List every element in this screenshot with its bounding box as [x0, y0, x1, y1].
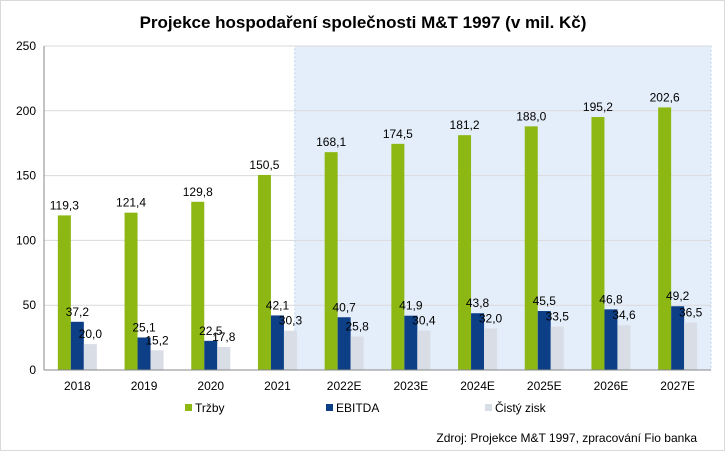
bar-1-7: [537, 311, 551, 370]
data-label: 17,8: [212, 330, 236, 344]
x-tick-label: 2027E: [660, 379, 695, 393]
bar-1-3: [270, 315, 284, 370]
data-label: 119,3: [50, 198, 79, 212]
bar-1-8: [604, 309, 618, 370]
bar-0-6: [458, 135, 472, 370]
y-tick-label: 0: [29, 363, 36, 377]
data-label: 45,5: [533, 294, 557, 308]
bar-0-8: [591, 117, 605, 370]
x-tick-label: 2024E: [460, 379, 495, 393]
bar-1-6: [471, 313, 485, 370]
legend-item: EBITDA: [326, 401, 379, 415]
bar-0-3: [257, 174, 271, 370]
x-tick-label: 2021: [264, 379, 291, 393]
bars: 119,3 121,4 129,8 150,5 168,1 174,5 181,2 188,0…: [50, 90, 703, 371]
bar-2-5: [417, 330, 431, 370]
data-label: 30,4: [412, 314, 436, 328]
data-label: 195,2: [583, 100, 613, 114]
bar-2-1: [150, 350, 164, 370]
y-tick-label: 250: [16, 39, 36, 53]
data-label: 43,8: [466, 296, 490, 310]
bar-0-0: [57, 215, 71, 370]
forecast-region: [294, 45, 712, 371]
bar-2-7: [550, 326, 564, 370]
legend-label: Tržby: [195, 401, 225, 415]
y-tick-label: 200: [16, 104, 36, 118]
bar-0-1: [124, 212, 138, 370]
legend-swatch: [326, 404, 333, 411]
x-tick-label: 2019: [131, 379, 158, 393]
data-label: 33,5: [546, 310, 570, 324]
data-label: 150,5: [249, 158, 279, 172]
legend: Tržby EBITDA Čistý zisk: [185, 400, 547, 415]
data-label: 20,0: [79, 327, 103, 341]
data-label: 188,0: [516, 109, 546, 123]
bar-1-4: [337, 317, 351, 370]
source-note: Zdroj: Projekce M&T 1997, zpracování Fio…: [436, 431, 697, 445]
x-tick-label: 2020: [197, 379, 224, 393]
x-tick-label: 2018: [64, 379, 91, 393]
legend-swatch: [485, 404, 492, 411]
x-axis: 2018 2019 2020 2021 2022E 2023E 2024E 2025E 2026…: [44, 369, 711, 393]
y-tick-label: 50: [23, 298, 37, 312]
data-label: 32,0: [479, 312, 503, 326]
x-tick-label: 2025E: [527, 379, 562, 393]
data-label: 202,6: [650, 90, 680, 104]
bar-2-3: [283, 330, 297, 370]
data-label: 25,1: [132, 320, 156, 334]
y-tick-label: 100: [16, 233, 36, 247]
bar-1-9: [671, 306, 685, 370]
data-label: 174,5: [383, 127, 413, 141]
data-label: 168,1: [316, 135, 346, 149]
data-label: 34,6: [612, 308, 636, 322]
bar-0-5: [391, 143, 405, 370]
bar-2-4: [350, 336, 364, 370]
bar-0-2: [191, 201, 205, 370]
data-label: 46,8: [599, 292, 623, 306]
bar-0-4: [324, 152, 338, 370]
bar-2-2: [217, 346, 231, 370]
data-label: 121,4: [116, 196, 146, 210]
bar-1-2: [204, 340, 218, 370]
data-label: 41,9: [399, 299, 423, 313]
chart-title: Projekce hospodaření společnosti M&T 199…: [140, 13, 587, 32]
bar-0-7: [524, 126, 538, 371]
bar-1-1: [137, 337, 151, 370]
y-tick-label: 150: [16, 169, 36, 183]
bar-2-8: [617, 325, 631, 370]
data-label: 15,2: [145, 333, 169, 347]
data-label: 181,2: [450, 118, 480, 132]
y-axis: 0 50 100 150 200 250: [16, 39, 45, 377]
bar-1-0: [70, 321, 84, 370]
legend-label: Čistý zisk: [495, 400, 547, 415]
x-tick-label: 2022E: [327, 379, 362, 393]
bar-2-9: [684, 322, 698, 370]
legend-item: Tržby: [185, 401, 225, 415]
data-label: 40,7: [332, 300, 356, 314]
bar-1-5: [404, 315, 418, 370]
bar-2-6: [484, 328, 498, 370]
data-label: 25,8: [345, 320, 369, 334]
data-label: 30,3: [279, 314, 303, 328]
forecast-shading: [294, 45, 712, 371]
data-label: 22,5: [199, 324, 223, 338]
x-tick-label: 2026E: [594, 379, 629, 393]
data-label: 42,1: [266, 298, 290, 312]
legend-item: Čistý zisk: [485, 400, 547, 415]
data-label: 129,8: [183, 185, 213, 199]
legend-label: EBITDA: [336, 401, 379, 415]
legend-swatch: [185, 404, 192, 411]
data-label: 36,5: [679, 306, 703, 320]
data-label: 49,2: [666, 289, 690, 303]
bar-2-0: [83, 344, 97, 370]
bar-0-9: [658, 107, 672, 371]
x-tick-label: 2023E: [393, 379, 428, 393]
data-label: 37,2: [66, 305, 90, 319]
